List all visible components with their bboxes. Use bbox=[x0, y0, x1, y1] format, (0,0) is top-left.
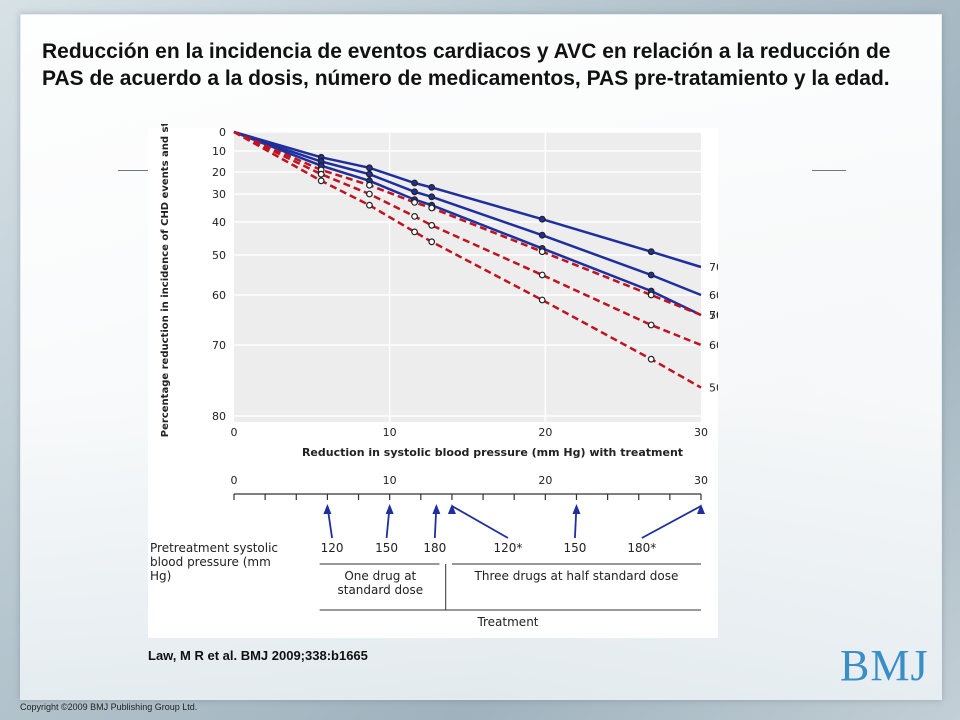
y-tick-label: 20 bbox=[212, 166, 226, 179]
data-point bbox=[538, 271, 546, 279]
y-tick-label: 10 bbox=[212, 145, 226, 158]
series-markers bbox=[317, 153, 655, 363]
pretreatment-value: 120 bbox=[321, 541, 344, 555]
pretreatment-arrowhead bbox=[432, 504, 441, 514]
pretreatment-axis: 0 10 20 30 120 150 180 120* 150 180* Pretreatment … bbox=[150, 474, 708, 629]
x-tick-label: 30 bbox=[694, 426, 708, 439]
data-point bbox=[647, 248, 655, 256]
group2-label: Three drugs at half standard dose bbox=[474, 569, 679, 583]
pretreatment-value: 120* bbox=[494, 541, 523, 555]
data-point bbox=[647, 271, 655, 279]
legend-age-label: 70-79 bbox=[709, 261, 718, 274]
lower-axis-tick-label: 20 bbox=[538, 474, 552, 487]
pretreatment-arrow bbox=[451, 505, 509, 539]
pretreatment-value: 150 bbox=[375, 541, 398, 555]
legend-age-label: 60-69 bbox=[709, 339, 718, 352]
data-point bbox=[411, 198, 418, 206]
pretreatment-arrowhead bbox=[572, 504, 581, 514]
y-tick-label: 40 bbox=[212, 216, 226, 229]
series-line-stroke-50-59 bbox=[233, 130, 702, 389]
data-point bbox=[428, 193, 436, 201]
legend-age-label: 50-59 bbox=[709, 309, 718, 322]
x-axis-label: Reduction in systolic blood pressure (mm… bbox=[302, 446, 683, 459]
pretreatment-value: 180 bbox=[423, 541, 446, 555]
data-point bbox=[317, 177, 325, 185]
data-point bbox=[366, 170, 373, 178]
legend-age-label: 60-69 bbox=[709, 289, 718, 302]
bmj-logo-text: BMJ bbox=[840, 641, 929, 690]
data-point bbox=[411, 228, 418, 236]
y-tick-label: 60 bbox=[212, 289, 226, 302]
copyright-notice: Copyright ©2009 BMJ Publishing Group Ltd… bbox=[20, 702, 198, 712]
lower-axis-tick-label: 0 bbox=[231, 474, 238, 487]
x-axis-ticks: 0 10 20 30 bbox=[231, 426, 709, 439]
data-point bbox=[647, 321, 655, 329]
citation: Law, M R et al. BMJ 2009;338:b1665 bbox=[148, 648, 368, 663]
data-point bbox=[411, 212, 418, 220]
data-point bbox=[411, 179, 418, 187]
series-line-chd-70-79 bbox=[233, 130, 702, 269]
y-axis-ticks: 0 10 20 30 40 50 60 70 80 bbox=[212, 126, 226, 423]
y-tick-label: 30 bbox=[212, 188, 226, 201]
series-line-stroke-60-69 bbox=[233, 130, 702, 347]
decorative-line-left bbox=[118, 170, 152, 171]
pretreatment-arrowhead bbox=[447, 504, 456, 514]
data-point bbox=[647, 355, 655, 363]
data-point bbox=[428, 184, 436, 191]
y-tick-label: 80 bbox=[212, 410, 226, 423]
slide-title: Reducción en la incidencia de eventos ca… bbox=[42, 40, 891, 90]
treatment-label: Treatment bbox=[476, 615, 538, 629]
decorative-line-right bbox=[812, 170, 846, 171]
plot-area bbox=[234, 132, 701, 422]
y-axis-label: Percentage reduction in incidence of CHD… bbox=[160, 124, 171, 437]
lower-axis-tick-label: 10 bbox=[383, 474, 397, 487]
pretreatment-value: 180* bbox=[627, 541, 656, 555]
data-point bbox=[317, 170, 325, 178]
y-tick-label: 0 bbox=[219, 126, 226, 139]
data-point bbox=[366, 181, 373, 189]
data-point bbox=[366, 164, 373, 172]
y-tick-label: 70 bbox=[212, 339, 226, 352]
lower-axis-tick-label: 30 bbox=[694, 474, 708, 487]
bp-reduction-chart: 0 10 20 30 40 50 60 70 80 0 10 20 30 Percentage red… bbox=[150, 124, 718, 629]
pretreatment-value: 150 bbox=[563, 541, 586, 555]
group1-label: One drug at standard dose bbox=[338, 569, 424, 597]
data-point bbox=[366, 190, 373, 198]
legend-age-label: 70-79 bbox=[709, 309, 718, 322]
data-point bbox=[428, 238, 436, 246]
data-point bbox=[538, 231, 546, 239]
pretreatment-arrowhead bbox=[385, 504, 394, 514]
x-tick-label: 0 bbox=[231, 426, 238, 439]
bmj-logo: BMJ bbox=[840, 640, 929, 691]
series-line-chd-50-59 bbox=[233, 130, 702, 317]
x-tick-label: 20 bbox=[538, 426, 552, 439]
data-point bbox=[538, 248, 546, 256]
series-line-chd-60-69 bbox=[233, 130, 702, 297]
data-point bbox=[428, 204, 436, 212]
data-point bbox=[538, 296, 546, 304]
data-point bbox=[366, 201, 373, 209]
data-point bbox=[647, 291, 655, 299]
y-tick-label: 50 bbox=[212, 249, 226, 262]
data-point bbox=[428, 221, 436, 229]
legend: 70-7960-6950-5970-7960-6950-59CHDStroke bbox=[709, 261, 718, 395]
x-tick-label: 10 bbox=[383, 426, 397, 439]
pretreatment-label: Pretreatment systolic blood pressure (mm H… bbox=[150, 541, 278, 583]
data-point bbox=[411, 188, 418, 196]
series-line-stroke-70-79 bbox=[233, 130, 702, 317]
legend-age-label: 50-59 bbox=[709, 382, 718, 395]
pretreatment-arrowhead bbox=[323, 504, 332, 514]
series-lines bbox=[233, 130, 702, 389]
pretreatment-arrow bbox=[641, 505, 702, 539]
data-point bbox=[538, 215, 546, 223]
pretreatment-arrowhead bbox=[697, 504, 705, 514]
